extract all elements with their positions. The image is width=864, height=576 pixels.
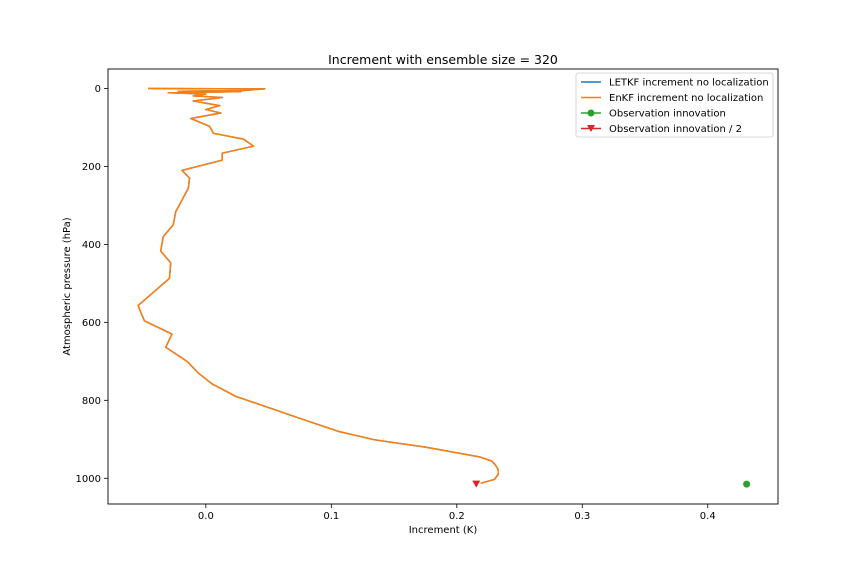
y-tick-label: 800 <box>82 396 101 407</box>
y-tick-label: 400 <box>82 240 101 251</box>
legend-swatch-marker <box>587 109 595 117</box>
x-tick-label: 0.2 <box>449 511 465 522</box>
x-tick-label: 0.3 <box>574 511 590 522</box>
legend: LETKF increment no localization EnKF incr… <box>575 72 774 138</box>
y-tick-label: 200 <box>82 162 101 173</box>
x-axis-label: Increment (K) <box>409 525 478 536</box>
x-tick-label: 0.0 <box>198 511 214 522</box>
y-tick-label: 600 <box>82 318 101 329</box>
chart-title: Increment with ensemble size = 320 <box>328 52 558 67</box>
plot-frame <box>107 68 779 505</box>
y-tick-label: 1000 <box>76 474 101 485</box>
y-axis: 0 200 400 600 800 1000 <box>76 84 108 485</box>
series-4-point <box>472 480 481 488</box>
y-tick-label: 0 <box>95 84 101 95</box>
series-3-point <box>743 480 751 488</box>
x-axis: 0.0 0.1 0.2 0.3 0.4 <box>198 504 716 522</box>
y-axis-label: Atmospheric pressure (hPa) <box>62 217 73 355</box>
legend-label: LETKF increment no localization <box>609 78 769 89</box>
x-tick-label: 0.4 <box>700 511 716 522</box>
legend-label: Observation innovation / 2 <box>609 124 742 135</box>
plot-area <box>137 87 751 488</box>
legend-swatch-marker <box>587 125 595 132</box>
series-2-line <box>137 87 499 485</box>
legend-box <box>575 72 774 138</box>
x-tick-label: 0.1 <box>323 511 339 522</box>
legend-label: EnKF increment no localization <box>609 93 763 104</box>
legend-label: Observation innovation <box>609 109 726 120</box>
